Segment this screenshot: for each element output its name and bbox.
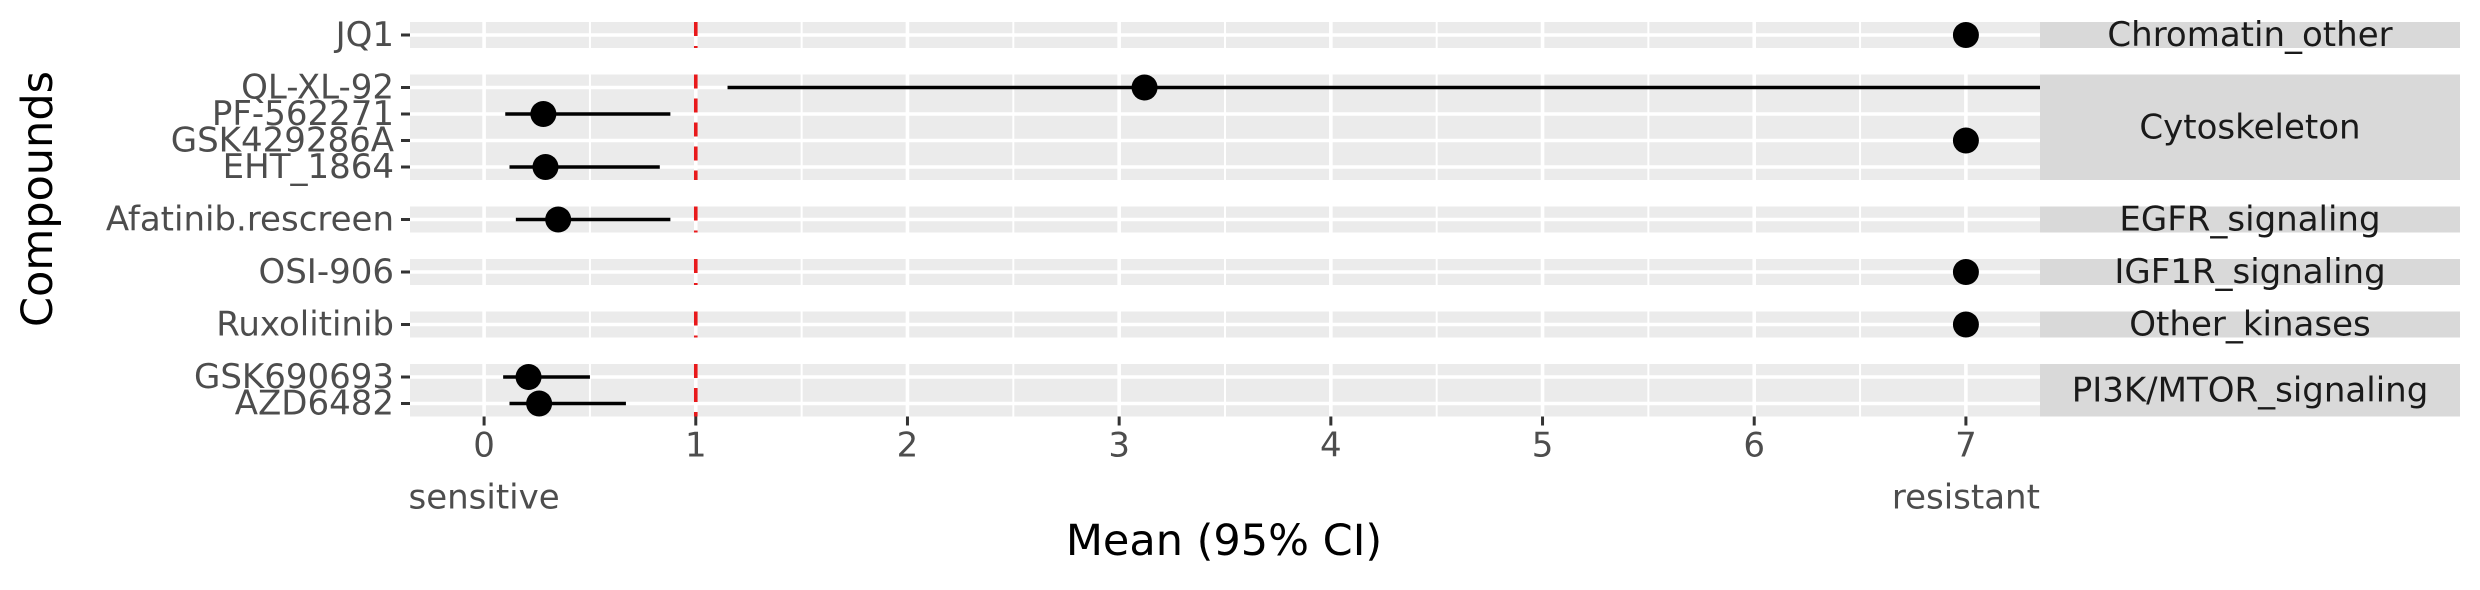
strip-label: Other_kinases xyxy=(2129,305,2370,345)
point-ql-xl-92 xyxy=(1131,74,1158,101)
point-gsk690693 xyxy=(515,364,542,390)
x-tick-label: 7 xyxy=(1955,426,1977,466)
x-tick-label: 6 xyxy=(1743,426,1765,466)
x-axis-title: Mean (95% CI) xyxy=(1066,516,1382,566)
facet-strips: Chromatin_other Cytoskeleton EGFR_signalin… xyxy=(2040,15,2460,417)
x-tick-label: 3 xyxy=(1108,426,1130,466)
y-axis-title: Compounds xyxy=(13,71,63,327)
y-tick-label: QL-XL-92 xyxy=(241,68,394,108)
y-tick-label: Afatinib.rescreen xyxy=(106,200,394,240)
strip-cytoskeleton xyxy=(2040,74,2460,180)
y-tick-label: GSK429286A xyxy=(171,121,394,161)
x-annotation-resistant: resistant xyxy=(1892,478,2040,518)
y-tick-label: PF-562271 xyxy=(212,94,394,134)
y-tick-label: OSI-906 xyxy=(258,252,394,292)
x-tick-label: 1 xyxy=(685,426,707,466)
strip-label: Cytoskeleton xyxy=(2139,107,2360,147)
x-tick-label: 4 xyxy=(1320,426,1342,466)
y-tick-label: AZD6482 xyxy=(235,384,394,424)
y-tick-label: EHT_1864 xyxy=(223,147,394,187)
strip-label: Chromatin_other xyxy=(2107,15,2392,55)
strip-other-kinases xyxy=(2040,311,2460,338)
data-marks xyxy=(503,22,2040,417)
point-azd6482 xyxy=(526,390,553,417)
y-tick-label: GSK690693 xyxy=(194,357,394,397)
strip-label: IGF1R_signaling xyxy=(2114,252,2385,292)
point-ruxolitinib xyxy=(1952,311,1979,338)
x-tick-label: 2 xyxy=(897,426,919,466)
strip-igf1r-signaling xyxy=(2040,259,2460,285)
point-eht-1864 xyxy=(532,154,559,180)
point-jq1 xyxy=(1952,22,1979,48)
point-afatinib-rescreen xyxy=(545,206,572,233)
strip-chromatin-other xyxy=(2040,22,2460,48)
strip-label: EGFR_signaling xyxy=(2119,200,2380,240)
point-pf-562271 xyxy=(530,101,557,127)
strip-label: PI3K/MTOR_signaling xyxy=(2072,370,2429,410)
strip-egfr-signaling xyxy=(2040,206,2460,233)
y-tick-label: JQ1 xyxy=(334,15,394,55)
x-tick-label: 0 xyxy=(473,426,495,466)
point-gsk429286a xyxy=(1952,127,1979,154)
x-axis: 0 1 2 3 4 5 6 7 sensitive resistant xyxy=(409,416,2040,518)
strip-pi3k-mtor-signaling xyxy=(2040,364,2460,417)
x-tick-label: 5 xyxy=(1532,426,1554,466)
x-annotation-sensitive: sensitive xyxy=(409,478,560,518)
y-tick-label: Ruxolitinib xyxy=(216,305,394,345)
point-osi-906 xyxy=(1952,259,1979,285)
